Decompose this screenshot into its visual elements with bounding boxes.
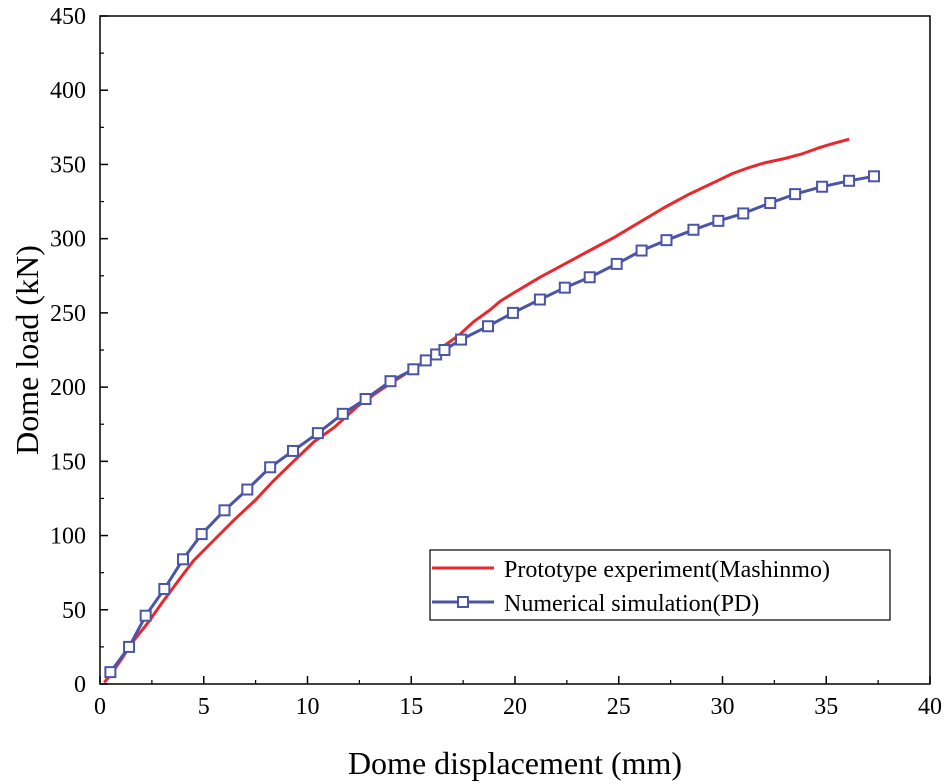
- data-point: [177, 553, 189, 566]
- data-point: [218, 504, 231, 517]
- data-point: [687, 223, 700, 236]
- data-point: [506, 306, 519, 319]
- x-tick-label: 0: [94, 694, 106, 720]
- data-point: [712, 214, 725, 227]
- data-point: [635, 244, 648, 257]
- data-point: [816, 180, 829, 193]
- data-point: [438, 344, 451, 356]
- legend-marker-simulation: [457, 596, 469, 608]
- data-point: [419, 354, 432, 367]
- legend-box: [429, 549, 891, 621]
- data-point: [123, 640, 136, 653]
- legend-label-experiment: Prototype experiment(Mashinmo): [504, 557, 830, 583]
- axes: 0 5 10 15 20 25 30 35 40050100150200250300350400…: [50, 4, 942, 720]
- data-point: [264, 461, 277, 474]
- x-tick-label: 35: [814, 694, 838, 720]
- data-point: [195, 528, 208, 541]
- data-point: [407, 363, 420, 376]
- data-point: [764, 197, 777, 210]
- x-tick-label: 40: [918, 694, 942, 720]
- y-tick-label: 150: [50, 449, 86, 475]
- x-tick-label: 25: [607, 694, 631, 720]
- data-point: [737, 207, 750, 220]
- data-point: [660, 234, 673, 247]
- x-axis-title: Dome displacement (mm): [348, 745, 682, 781]
- data-point: [533, 293, 546, 306]
- data-point: [311, 427, 324, 440]
- data-point: [558, 281, 571, 294]
- data-point: [139, 609, 152, 622]
- y-axis-title: Dome load (kN): [9, 245, 45, 455]
- data-point: [482, 320, 495, 333]
- plot-area: [103, 137, 880, 684]
- data-point: [384, 375, 397, 388]
- x-tick-label: 20: [503, 694, 527, 720]
- data-point: [867, 170, 880, 183]
- y-tick-label: 50: [62, 598, 86, 624]
- y-tick-label: 0: [74, 672, 86, 698]
- legend: Prototype experiment(Mashinmo) Numerical…: [429, 549, 891, 621]
- y-tick-label: 350: [50, 152, 86, 178]
- legend-label-simulation: Numerical simulation(PD): [504, 591, 759, 617]
- data-point: [610, 257, 623, 270]
- data-point: [789, 188, 802, 201]
- data-point: [843, 174, 856, 187]
- x-tick-label: 30: [711, 694, 735, 720]
- y-tick-label: 400: [50, 78, 86, 104]
- data-point: [104, 666, 117, 679]
- x-tick-label: 15: [399, 694, 423, 720]
- y-tick-label: 100: [50, 524, 86, 550]
- data-point: [455, 333, 468, 346]
- data-point: [336, 407, 349, 420]
- data-point: [286, 444, 299, 457]
- y-tick-label: 450: [50, 4, 86, 30]
- data-point: [158, 582, 171, 595]
- data-point: [241, 483, 254, 496]
- x-tick-label: 5: [198, 694, 210, 720]
- y-tick-label: 250: [50, 301, 86, 327]
- data-point: [583, 271, 596, 284]
- y-tick-label: 300: [50, 227, 86, 253]
- x-tick-label: 10: [296, 694, 320, 720]
- data-point: [359, 392, 372, 405]
- y-tick-label: 200: [50, 375, 86, 401]
